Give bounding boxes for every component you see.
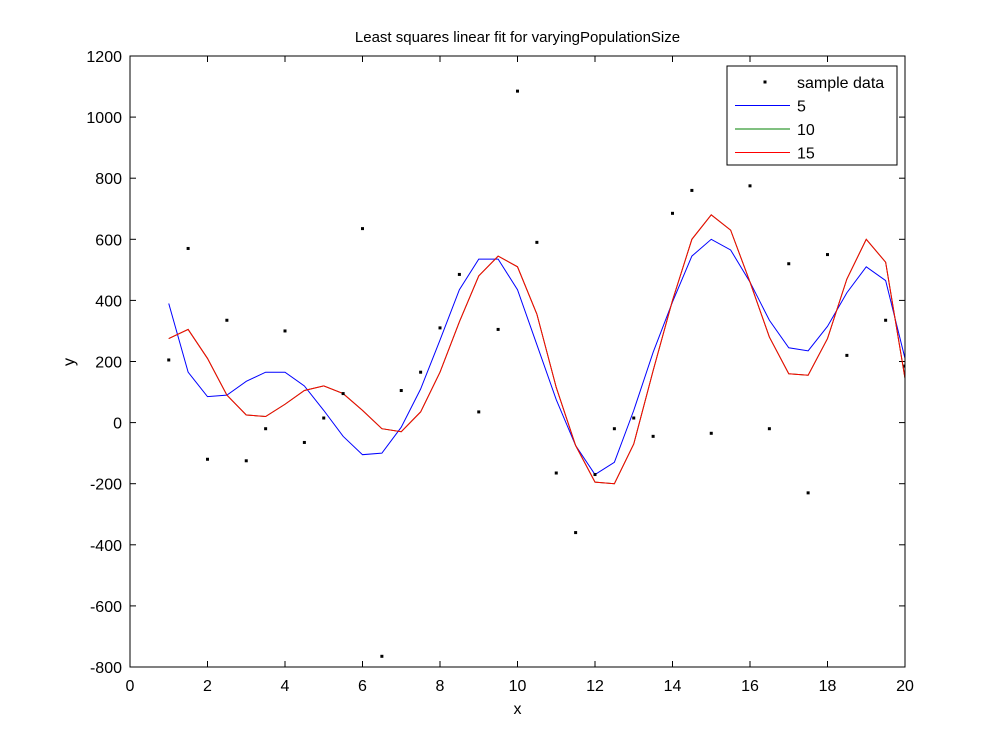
- legend-box: [726, 65, 898, 166]
- x-tick-label: 6: [358, 678, 367, 695]
- sample-points: [167, 36, 905, 658]
- sample-point: [826, 253, 829, 257]
- y-tick-label: -800: [90, 660, 122, 677]
- x-tick-label: 0: [126, 678, 135, 695]
- y-tick-label: 200: [95, 355, 122, 372]
- sample-point: [845, 353, 849, 357]
- x-tick-label: 12: [586, 678, 604, 695]
- sample-point: [593, 473, 597, 477]
- sample-point: [748, 184, 752, 188]
- legend-marker-sample: [763, 80, 767, 84]
- y-axis-label: y: [61, 358, 78, 366]
- sample-point: [612, 427, 616, 431]
- sample-point: [457, 272, 461, 276]
- x-tick-label: 4: [281, 678, 290, 695]
- series-lines: [168, 214, 905, 485]
- sample-point: [302, 440, 306, 444]
- sample-point: [787, 262, 791, 266]
- sample-point: [690, 188, 694, 192]
- sample-point: [651, 434, 655, 438]
- x-tick-label: 18: [819, 678, 837, 695]
- y-tick-label: 0: [113, 416, 122, 433]
- legend-label: sample data: [797, 75, 884, 92]
- y-tick-label: -400: [90, 538, 122, 555]
- sample-point: [225, 318, 229, 322]
- sample-point: [419, 370, 423, 374]
- series-line-15: [168, 214, 905, 485]
- chart-title: Least squares linear fit for varyingPopu…: [355, 29, 680, 46]
- sample-point: [865, 36, 868, 39]
- sample-point: [206, 457, 209, 461]
- sample-point: [244, 459, 248, 463]
- legend-entries: sample data 5 10 15: [735, 75, 884, 163]
- axes-box: [129, 55, 906, 668]
- y-ticks: -800 -600 -400 -200 0 200 400 600 800 1000 1200: [86, 49, 905, 677]
- sample-point: [283, 329, 287, 333]
- sample-point: [341, 392, 345, 396]
- x-tick-label: 10: [509, 678, 527, 695]
- x-tick-label: 8: [436, 678, 445, 695]
- sample-point: [438, 326, 442, 330]
- x-tick-label: 2: [203, 678, 212, 695]
- sample-point: [186, 246, 190, 250]
- sample-point: [535, 240, 539, 244]
- y-tick-label: 1200: [86, 49, 122, 66]
- sample-point: [264, 427, 268, 431]
- sample-point: [361, 227, 364, 231]
- y-tick-label: 1000: [86, 110, 122, 127]
- sample-point: [767, 427, 771, 431]
- y-tick-label: 600: [95, 232, 122, 249]
- x-tick-label: 14: [664, 678, 682, 695]
- x-tick-label: 20: [896, 678, 914, 695]
- sample-point: [380, 654, 384, 658]
- sample-point: [903, 364, 905, 368]
- sample-point: [322, 416, 326, 420]
- legend-label: 10: [797, 122, 815, 139]
- sample-point: [496, 327, 500, 331]
- x-ticks: 0 2 4 6 8 10 12 14 16 18 20: [126, 56, 914, 695]
- sample-point: [167, 358, 171, 362]
- series-line-5: [168, 238, 905, 476]
- sample-point: [554, 471, 558, 475]
- legend-label: 15: [797, 146, 815, 163]
- sample-point: [574, 531, 578, 535]
- y-tick-label: -200: [90, 477, 122, 494]
- legend-label: 5: [797, 99, 806, 116]
- y-tick-label: 400: [95, 293, 122, 310]
- sample-point: [729, 45, 732, 48]
- sample-point: [399, 389, 403, 393]
- sample-point: [516, 89, 519, 93]
- y-tick-label: 800: [95, 171, 122, 188]
- sample-point: [709, 431, 713, 435]
- y-tick-label: -600: [90, 599, 122, 616]
- x-axis-label: x: [514, 701, 522, 718]
- sample-point: [884, 318, 888, 322]
- sample-point: [632, 416, 636, 420]
- plot-data: [167, 36, 905, 658]
- sample-point: [477, 410, 481, 414]
- sample-point: [671, 211, 674, 215]
- legend: sample data 5 10 15: [726, 65, 898, 166]
- x-tick-label: 16: [741, 678, 759, 695]
- sample-point: [806, 491, 810, 495]
